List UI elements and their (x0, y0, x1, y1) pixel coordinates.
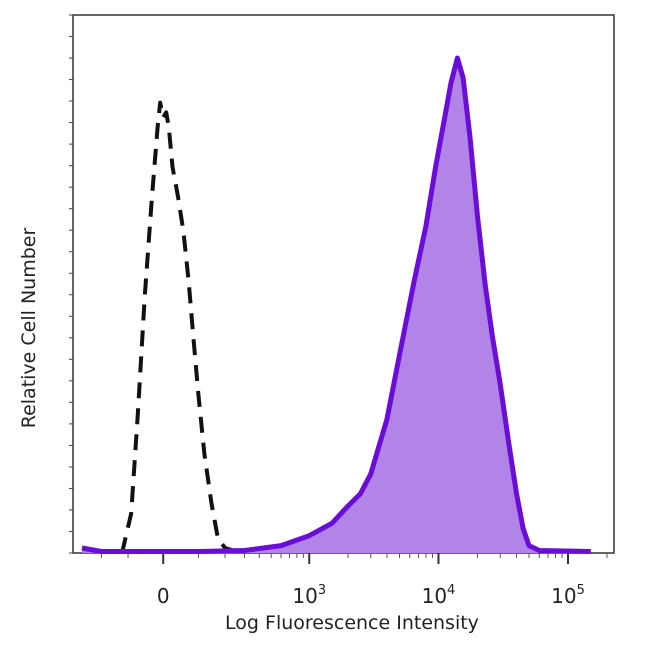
x-tick-labels: 0 103 104 105 (157, 583, 585, 608)
x-tick-label: 105 (551, 583, 585, 608)
control-histogram-line (120, 100, 235, 554)
x-axis-title: Log Fluorescence Intensity (225, 612, 479, 634)
x-axis-ticks (100, 553, 608, 564)
stained-histogram-fill (82, 58, 591, 553)
x-tick-label: 103 (292, 583, 326, 608)
x-tick-label: 0 (157, 584, 170, 608)
plot-area (72, 14, 615, 554)
series-layer (81, 55, 591, 554)
y-axis-title: Relative Cell Number (18, 228, 40, 429)
stained-histogram-line (81, 55, 591, 554)
y-axis-ticks (69, 14, 73, 554)
x-tick-label: 104 (422, 583, 456, 608)
